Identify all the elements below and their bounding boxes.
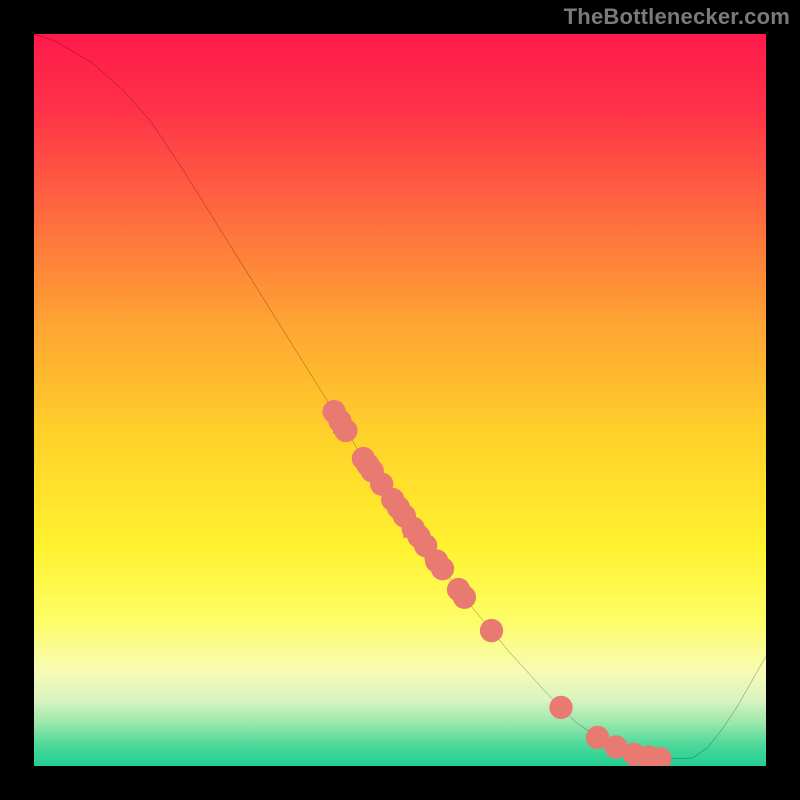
chart-overlay	[34, 34, 766, 766]
data-point	[434, 561, 450, 577]
plot-area	[34, 34, 766, 766]
data-point	[456, 589, 472, 605]
watermark-text: TheBottlenecker.com	[564, 4, 790, 30]
chart-frame: TheBottlenecker.com	[0, 0, 800, 800]
data-point	[608, 739, 624, 755]
data-point	[553, 699, 569, 715]
data-point	[652, 751, 668, 766]
data-point	[483, 623, 499, 639]
scatter-markers	[326, 404, 668, 766]
data-point	[338, 422, 354, 438]
data-point	[590, 729, 606, 745]
bottleneck-curve	[34, 34, 766, 759]
